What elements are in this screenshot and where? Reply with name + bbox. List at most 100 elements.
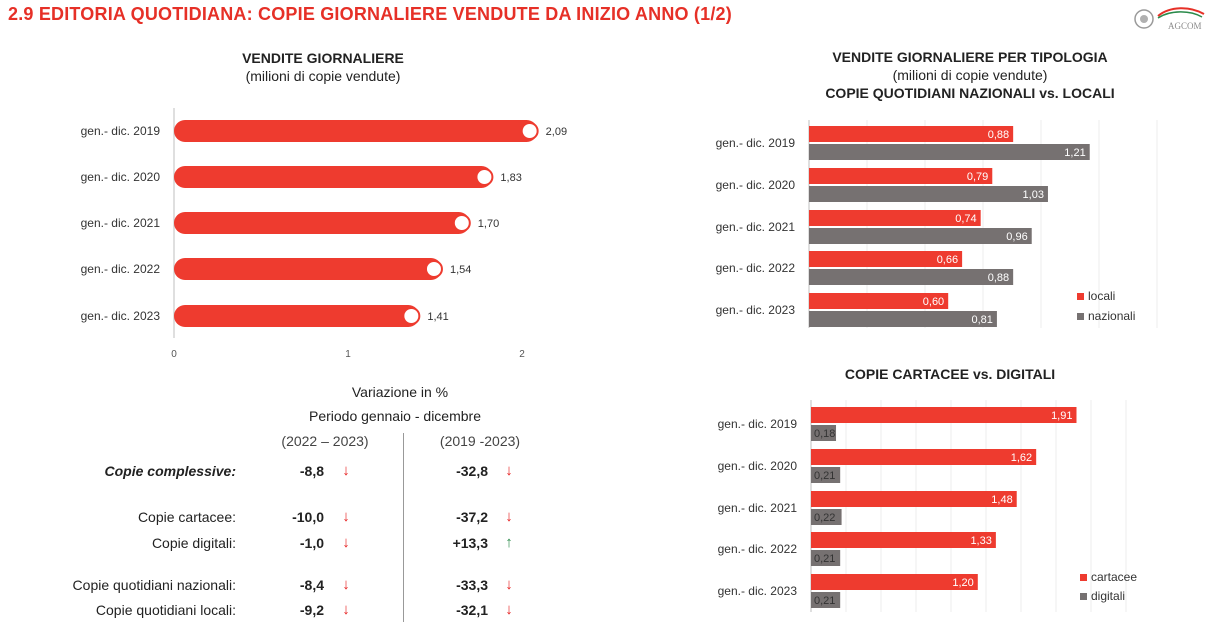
- table-value-2022-2023: -1,0: [299, 535, 324, 551]
- chart2-legend-label: locali: [1088, 289, 1115, 303]
- chart2-bar-nazionali: [809, 311, 997, 327]
- arrow-down-icon: ↓: [342, 576, 350, 593]
- table-col1-header: (2022 – 2023): [281, 433, 369, 449]
- chart3-category-label: gen.- dic. 2019: [718, 417, 798, 431]
- chart3-bar-digitali: [811, 425, 837, 441]
- chart3-legend-label: cartacee: [1091, 570, 1137, 584]
- chart2-value-label: 0,60: [923, 296, 944, 308]
- chart2-legend-swatch: [1077, 313, 1084, 320]
- chart2-bar-nazionali: [809, 144, 1090, 160]
- chart3-bar-cartacee: [811, 532, 996, 548]
- chart2-bar-locali: [809, 293, 949, 309]
- chart1-category-label: gen.- dic. 2022: [81, 262, 161, 276]
- arrow-down-icon: ↓: [505, 576, 513, 593]
- table-value-2022-2023: -10,0: [292, 509, 324, 525]
- table-divider: [403, 433, 404, 622]
- table-value-2019-2023: -32,8: [456, 463, 488, 479]
- chart3-title: COPIE CARTACEE vs. DIGITALI: [844, 366, 1056, 382]
- chart2-bar-locali: [809, 126, 1014, 142]
- table-value-2022-2023: -8,8: [299, 463, 324, 479]
- chart1-bar-marker: [402, 307, 421, 325]
- chart1-title-block: VENDITE GIORNALIERE (milioni di copie ve…: [173, 49, 473, 85]
- chart1-bar-marker: [424, 260, 443, 278]
- chart2-subtitle: (milioni di copie vendute): [892, 67, 1048, 83]
- chart3-legend-swatch: [1080, 593, 1087, 600]
- chart3-bar-digitali: [811, 592, 841, 608]
- agcom-logo-mark: [1134, 7, 1205, 29]
- table-value-2022-2023: -9,2: [299, 602, 324, 618]
- chart2-title-block: VENDITE GIORNALIERE PER TIPOLOGIA (milio…: [770, 48, 1170, 102]
- chart2-value-label: 0,79: [967, 171, 988, 183]
- chart3-value-label: 1,91: [1051, 410, 1072, 422]
- arrow-down-icon: ↓: [342, 534, 350, 551]
- table-row-label: Copie quotidiani nazionali:: [72, 577, 236, 593]
- chart2-bar-locali: [809, 210, 981, 226]
- table-title: Variazione in %: [351, 384, 449, 400]
- chart2-legend-label: nazionali: [1088, 309, 1135, 323]
- chart1-tick-label: 0: [171, 349, 177, 360]
- chart3-value-label: 0,18: [814, 428, 835, 440]
- table-value-2019-2023: +13,3: [452, 535, 488, 551]
- chart3-value-label: 0,22: [814, 512, 835, 524]
- chart3-value-label: 1,48: [991, 494, 1012, 506]
- chart3-category-label: gen.- dic. 2021: [718, 501, 798, 515]
- chart2-bar-locali: [809, 168, 993, 184]
- chart1-bar-marker: [452, 214, 471, 232]
- chart2-category-label: gen.- dic. 2019: [716, 136, 796, 150]
- chart2-category-label: gen.- dic. 2020: [716, 178, 796, 192]
- chart2-value-label: 1,21: [1064, 147, 1085, 159]
- arrow-down-icon: ↓: [342, 508, 350, 525]
- chart1-category-label: gen.- dic. 2020: [81, 170, 161, 184]
- chart1-title: VENDITE GIORNALIERE: [242, 50, 404, 66]
- chart2-category-label: gen.- dic. 2021: [716, 220, 796, 234]
- table-row-label: Copie complessive:: [104, 463, 237, 479]
- chart1-bar: [174, 258, 442, 280]
- chart3-bar-digitali: [811, 509, 842, 525]
- table-value-2019-2023: -37,2: [456, 509, 488, 525]
- chart2-value-label: 1,03: [1023, 189, 1044, 201]
- chart1-value-label: 1,54: [450, 264, 471, 276]
- arrow-down-icon: ↓: [505, 462, 513, 479]
- chart3-bar-digitali: [811, 550, 841, 566]
- chart3-category-label: gen.- dic. 2020: [718, 459, 798, 473]
- chart2-legend-swatch: [1077, 293, 1084, 300]
- chart1-bar: [174, 305, 420, 327]
- chart2-value-label: 0,88: [988, 129, 1009, 141]
- chart3-bar-cartacee: [811, 574, 978, 590]
- chart2-bar-nazionali: [809, 186, 1048, 202]
- arrow-down-icon: ↓: [505, 508, 513, 525]
- chart2-value-label: 0,66: [937, 254, 958, 266]
- chart1-bar-marker: [520, 122, 539, 140]
- page-title: 2.9 EDITORIA QUOTIDIANA: COPIE GIORNALIE…: [8, 4, 732, 24]
- chart1-bar: [174, 166, 493, 188]
- chart3-value-label: 0,21: [814, 595, 835, 607]
- chart3-bar-cartacee: [811, 449, 1037, 465]
- agcom-logo: AGCOM: [1134, 4, 1206, 34]
- chart1-category-label: gen.- dic. 2019: [81, 124, 161, 138]
- chart1-subtitle: (milioni di copie vendute): [245, 68, 401, 84]
- table-row-label: Copie digitali:: [151, 535, 236, 551]
- chart1-bar: [174, 120, 538, 142]
- chart2-value-label: 0,74: [955, 213, 976, 225]
- chart3-legend-label: digitali: [1091, 589, 1125, 603]
- table-value-2019-2023: -32,1: [456, 602, 488, 618]
- chart1-tick-label: 2: [519, 349, 525, 360]
- chart2-category-label: gen.- dic. 2023: [716, 303, 796, 317]
- table-row-label: Copie quotidiani locali:: [95, 602, 236, 618]
- chart2-category-label: gen.- dic. 2022: [716, 261, 796, 275]
- chart1-value-label: 1,70: [478, 218, 499, 230]
- chart3-bar-digitali: [811, 467, 841, 483]
- table-row-label: Copie cartacee:: [137, 509, 236, 525]
- table-value-2022-2023: -8,4: [299, 577, 324, 593]
- chart3-legend-swatch: [1080, 574, 1087, 581]
- arrow-down-icon: ↓: [342, 462, 350, 479]
- chart3-bar-cartacee: [811, 407, 1077, 423]
- chart2-subtitle2: COPIE QUOTIDIANI NAZIONALI vs. LOCALI: [825, 85, 1115, 101]
- chart1-tick-label: 1: [345, 349, 351, 360]
- chart3-value-label: 1,62: [1011, 452, 1032, 464]
- chart2-bar-nazionali: [809, 269, 1014, 285]
- logo-text: AGCOM: [1168, 21, 1202, 31]
- chart2-title: VENDITE GIORNALIERE PER TIPOLOGIA: [832, 49, 1108, 65]
- chart1-bar: [174, 212, 470, 234]
